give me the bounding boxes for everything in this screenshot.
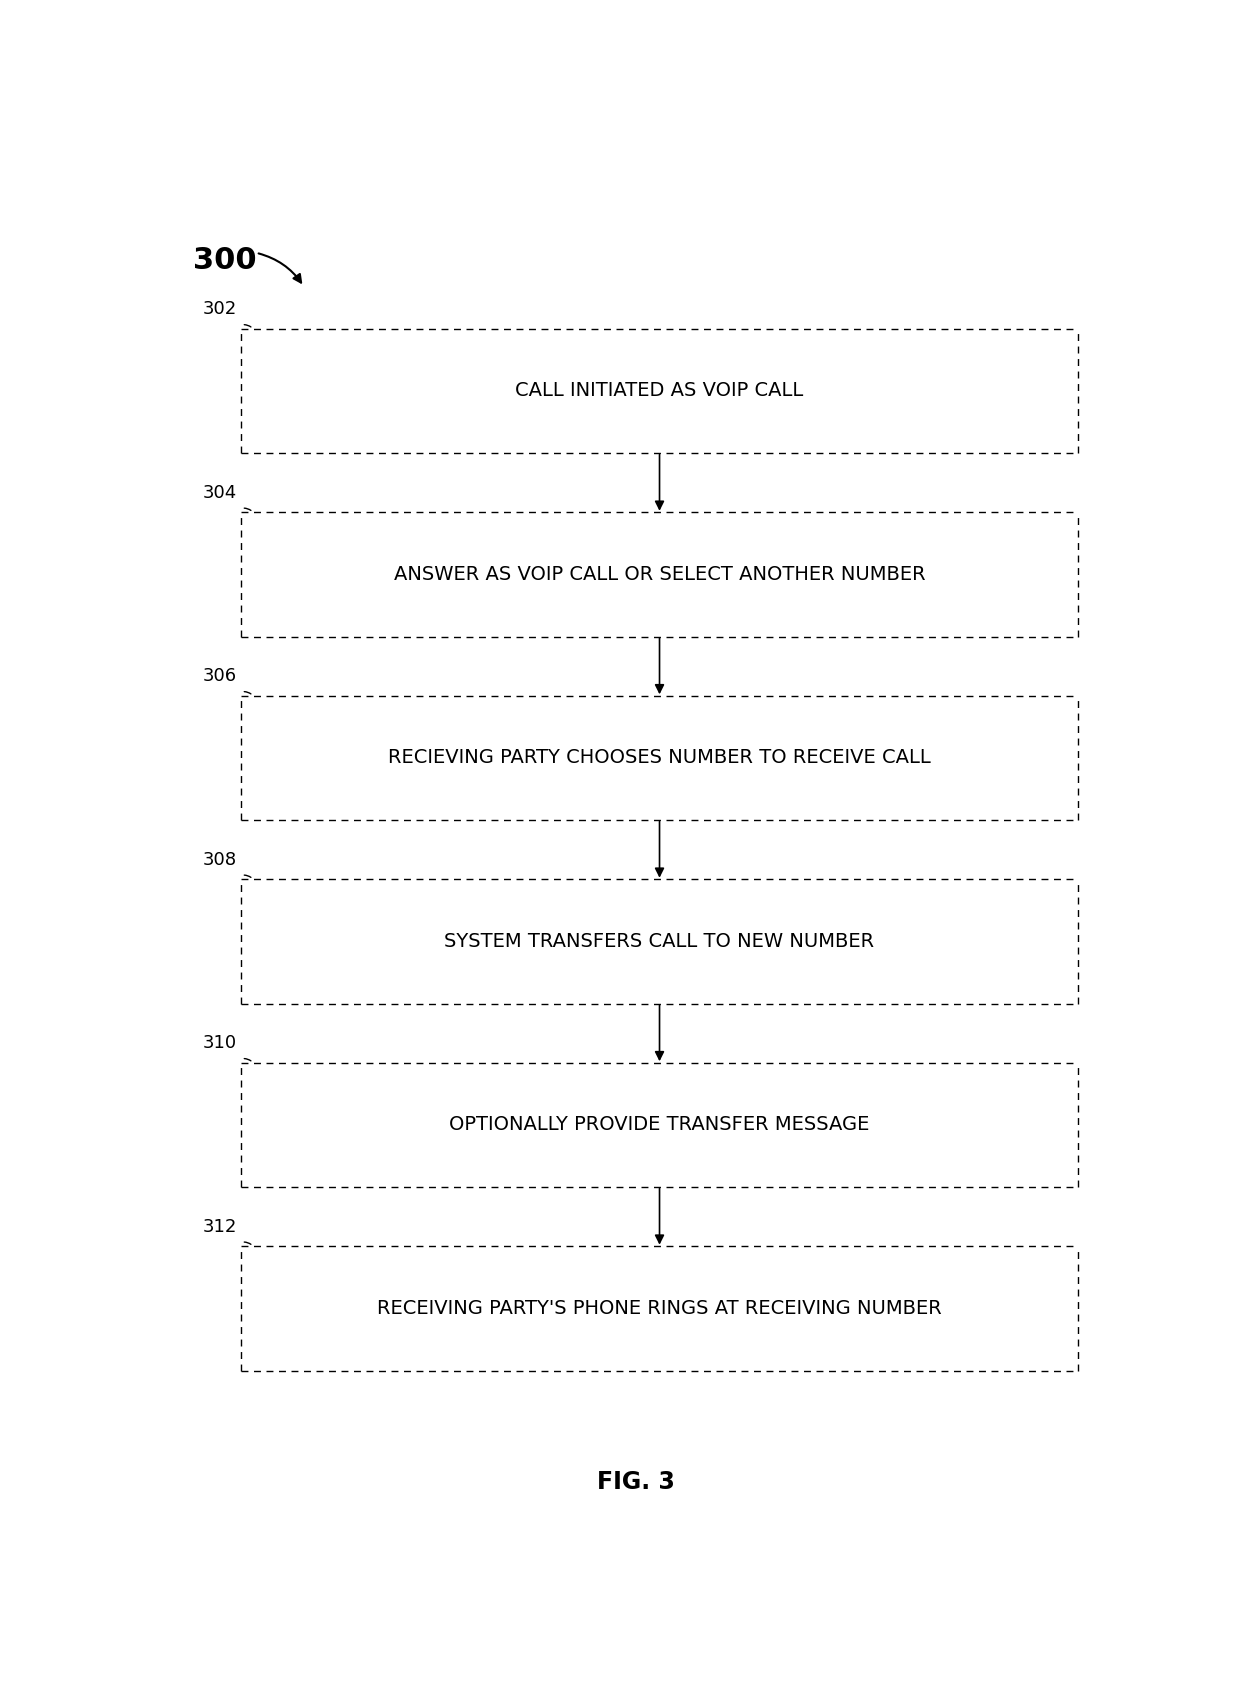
- Text: CALL INITIATED AS VOIP CALL: CALL INITIATED AS VOIP CALL: [516, 381, 804, 400]
- Text: 306: 306: [202, 667, 237, 686]
- Text: 310: 310: [202, 1035, 237, 1052]
- Bar: [242, 328, 1078, 453]
- Text: 300: 300: [193, 247, 257, 276]
- Bar: [242, 880, 1078, 1004]
- Bar: [242, 1246, 1078, 1370]
- Text: 312: 312: [202, 1217, 237, 1236]
- Text: 304: 304: [202, 483, 237, 502]
- Text: RECEIVING PARTY'S PHONE RINGS AT RECEIVING NUMBER: RECEIVING PARTY'S PHONE RINGS AT RECEIVI…: [377, 1299, 942, 1317]
- Text: OPTIONALLY PROVIDE TRANSFER MESSAGE: OPTIONALLY PROVIDE TRANSFER MESSAGE: [449, 1115, 869, 1135]
- Text: SYSTEM TRANSFERS CALL TO NEW NUMBER: SYSTEM TRANSFERS CALL TO NEW NUMBER: [444, 933, 874, 951]
- Bar: [242, 512, 1078, 637]
- Text: 308: 308: [202, 851, 237, 868]
- Bar: [242, 1062, 1078, 1188]
- Text: 302: 302: [202, 300, 237, 318]
- Bar: [242, 696, 1078, 820]
- Text: FIG. 3: FIG. 3: [596, 1471, 675, 1494]
- Text: RECIEVING PARTY CHOOSES NUMBER TO RECEIVE CALL: RECIEVING PARTY CHOOSES NUMBER TO RECEIV…: [388, 749, 931, 768]
- Text: ANSWER AS VOIP CALL OR SELECT ANOTHER NUMBER: ANSWER AS VOIP CALL OR SELECT ANOTHER NU…: [394, 565, 925, 584]
